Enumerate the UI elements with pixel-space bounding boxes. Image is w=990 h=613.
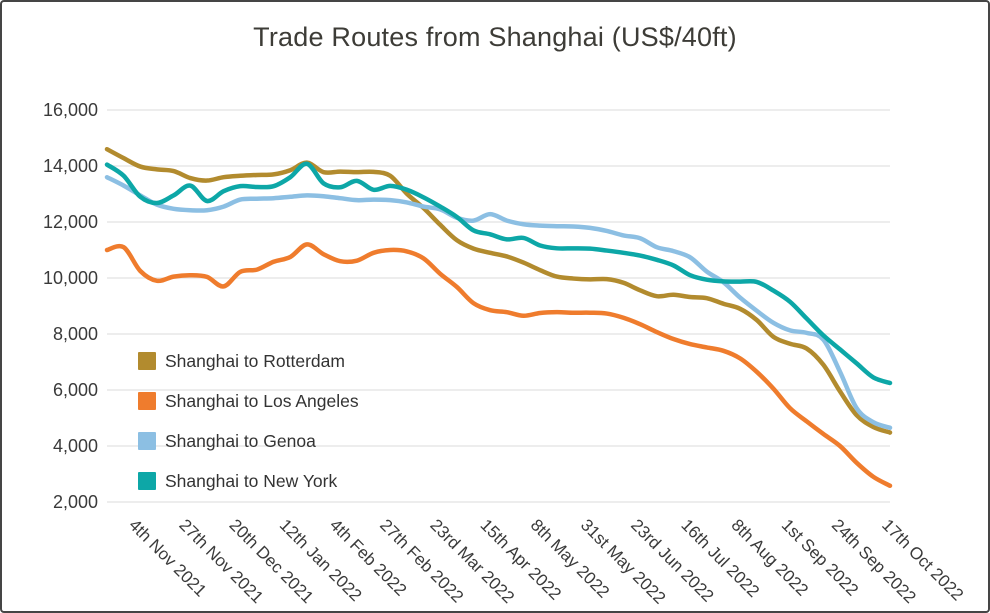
legend-label-shanghai-to-new-york: Shanghai to New York <box>165 471 337 491</box>
legend-swatch-shanghai-to-rotterdam <box>138 352 156 370</box>
legend-label-shanghai-to-rotterdam: Shanghai to Rotterdam <box>165 351 345 371</box>
legend-item-shanghai-to-genoa: Shanghai to Genoa <box>138 431 316 451</box>
legend-item-shanghai-to-los-angeles: Shanghai to Los Angeles <box>138 391 359 411</box>
legend-item-shanghai-to-rotterdam: Shanghai to Rotterdam <box>138 351 345 371</box>
legend-label-shanghai-to-genoa: Shanghai to Genoa <box>165 431 316 451</box>
series-line-shanghai-to-genoa <box>104 174 893 431</box>
series-line-shanghai-to-los-angeles <box>104 242 893 489</box>
series-line-shanghai-to-rotterdam <box>104 146 893 435</box>
legend-swatch-shanghai-to-genoa <box>138 432 156 450</box>
legend-item-shanghai-to-new-york: Shanghai to New York <box>138 471 337 491</box>
series-line-shanghai-to-new-york <box>104 161 893 386</box>
chart-title: Trade Routes from Shanghai (US$/40ft) <box>253 22 737 52</box>
legend-label-shanghai-to-los-angeles: Shanghai to Los Angeles <box>165 391 359 411</box>
y-axis-tick-label: 12,000 <box>43 212 98 232</box>
legend: Shanghai to Rotterdam Shanghai to Los Ang… <box>138 351 359 491</box>
y-axis-tick-label: 14,000 <box>43 156 98 176</box>
y-axis-tick-label: 6,000 <box>53 380 98 400</box>
y-axis-tick-label: 10,000 <box>43 268 98 288</box>
legend-swatch-shanghai-to-los-angeles <box>138 392 156 410</box>
y-axis-tick-label: 16,000 <box>43 100 98 120</box>
y-axis: 16,000 14,000 12,000 10,000 8,000 6,000 4,000 2… <box>43 100 98 512</box>
legend-swatch-shanghai-to-new-york <box>138 472 156 490</box>
gridlines <box>107 109 890 503</box>
series-lines <box>104 146 893 489</box>
y-axis-tick-label: 4,000 <box>53 436 98 456</box>
y-axis-tick-label: 8,000 <box>53 324 98 344</box>
y-axis-tick-label: 2,000 <box>53 492 98 512</box>
